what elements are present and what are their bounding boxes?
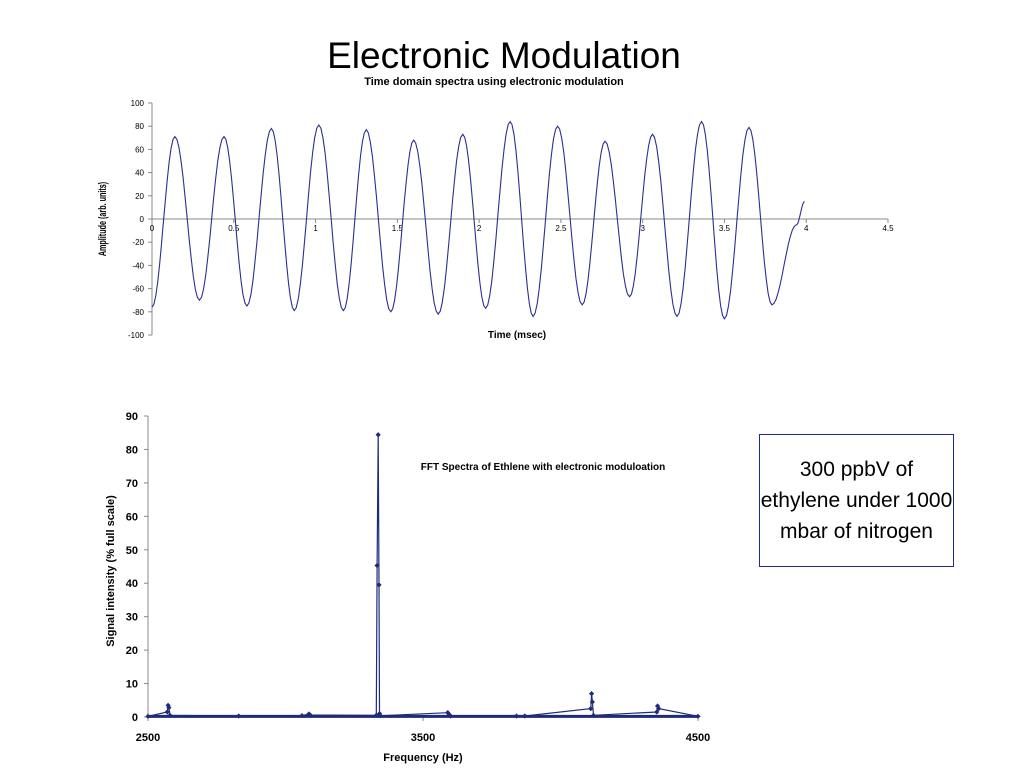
fft-chart-point <box>513 713 520 719</box>
fft-chart-point <box>164 709 170 715</box>
fft-chart-point <box>145 713 151 719</box>
time-chart-series-line <box>151 120 805 320</box>
fft-chart-point <box>695 713 701 719</box>
fft-chart-point <box>377 713 383 719</box>
fft-chart-series-line <box>147 434 699 717</box>
time-chart-y-tick-label: -40 <box>132 261 144 270</box>
time-chart-title: Time domain spectra using electronic mod… <box>364 76 624 88</box>
fft-chart-y-tick-label: 40 <box>126 578 138 590</box>
fft-chart-point <box>654 709 660 715</box>
fft-chart-x-label: Frequency (Hz) <box>383 752 463 764</box>
time-chart-y-tick-label: -60 <box>132 285 144 294</box>
time-chart-x-tick-label: 0.5 <box>228 224 240 233</box>
time-chart-x-tick-label: 1.5 <box>392 224 404 233</box>
fft-chart-y-tick-label: 90 <box>126 411 138 423</box>
time-chart-y-label: Amplitude (arb. units) <box>96 182 109 256</box>
time-chart-x-tick-label: 2.5 <box>555 224 567 233</box>
fft-chart-x-tick-label: 2500 <box>136 732 160 744</box>
time-chart-x-tick-label: 4.5 <box>882 224 894 233</box>
fft-chart-x-tick-label: 3500 <box>411 732 435 744</box>
time-domain-chart: Time domain spectra using electronic mod… <box>96 76 894 341</box>
slide-title: Electronic Modulation <box>327 35 681 76</box>
fft-chart-point <box>588 706 594 712</box>
fft-chart-y-tick-label: 80 <box>126 444 138 456</box>
time-chart-x-tick-label: 1 <box>313 224 318 233</box>
fft-chart-point <box>167 712 173 718</box>
fft-chart-y-tick-label: 50 <box>126 545 138 557</box>
fft-chart-y-label: Signal intensity (% full scale) <box>105 495 117 647</box>
fft-chart-y-tick-label: 0 <box>132 712 138 724</box>
fft-chart-point <box>590 712 597 718</box>
time-chart-y-tick-label: 20 <box>135 192 144 201</box>
fft-chart-point <box>307 712 313 718</box>
time-chart-y-tick-label: -20 <box>132 238 144 247</box>
fft-chart-point <box>374 562 380 569</box>
fft-chart-y-tick-label: 30 <box>126 612 138 624</box>
time-chart-x-label: Time (msec) <box>488 330 546 341</box>
time-chart-y-tick-label: 80 <box>135 122 144 131</box>
fft-chart-point <box>236 713 242 719</box>
time-chart-x-tick-label: 4 <box>804 224 809 233</box>
fft-chart-point <box>447 713 454 719</box>
time-chart-x-tick-label: 2 <box>477 224 482 233</box>
fft-chart-point <box>376 711 383 717</box>
fft-chart-point <box>522 713 528 719</box>
fft-chart-title: FFT Spectra of Ethlene with electronic m… <box>421 462 665 473</box>
time-chart-y-tick-label: 60 <box>135 145 144 154</box>
fft-chart-point <box>165 702 171 708</box>
fft-chart-x-tick-label: 4500 <box>686 732 710 744</box>
time-chart-x-tick-label: 3 <box>640 224 645 233</box>
annotation-box: 300 ppbV of ethylene under 1000 mbar of … <box>759 434 954 567</box>
time-chart-y-tick-label: 0 <box>140 215 145 224</box>
fft-chart-point <box>588 690 595 697</box>
time-chart-x-tick-label: 3.5 <box>719 224 731 233</box>
fft-chart-point <box>656 706 662 712</box>
fft-chart-y-tick-label: 10 <box>126 679 138 691</box>
fft-chart-y-tick-label: 70 <box>126 478 138 490</box>
fft-chart-point <box>375 432 381 438</box>
fft-chart-point <box>166 705 172 711</box>
time-chart-y-tick-label: 100 <box>131 99 145 108</box>
time-chart-y-tick-label: -80 <box>132 308 144 317</box>
fft-chart-point <box>654 703 661 709</box>
time-chart-x-tick-label: 0 <box>150 224 155 233</box>
fft-chart-y-tick-label: 60 <box>126 511 138 523</box>
fft-chart-point <box>299 713 305 719</box>
fft-chart-point <box>589 699 595 705</box>
time-chart-y-tick-label: -100 <box>128 331 145 340</box>
fft-chart-y-tick-label: 20 <box>126 645 138 657</box>
time-chart-y-tick-label: 40 <box>135 169 144 178</box>
annotation-text: 300 ppbV of ethylene under 1000 mbar of … <box>760 458 953 543</box>
fft-chart-point <box>376 582 382 588</box>
